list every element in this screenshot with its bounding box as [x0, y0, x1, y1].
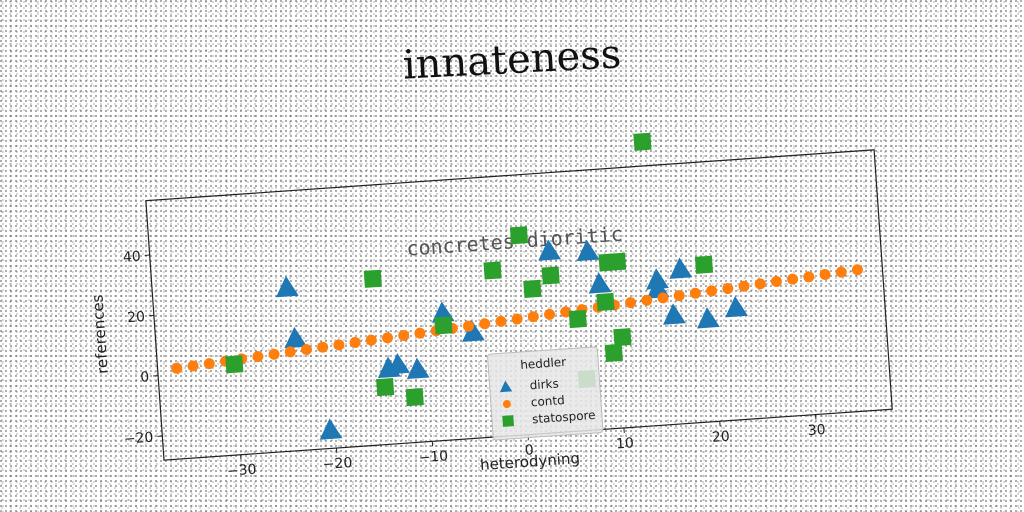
contd-point	[333, 339, 345, 351]
contd-point	[560, 306, 572, 318]
x-tick-label: 10	[616, 435, 635, 452]
statospore-point	[405, 388, 424, 407]
statospore-point	[434, 316, 453, 335]
contd-point	[300, 344, 312, 356]
contd-point	[706, 285, 718, 297]
statospore-point	[523, 279, 542, 298]
y-axis-label: references	[88, 294, 112, 375]
statospore-point	[363, 269, 382, 288]
contd-point	[398, 329, 410, 341]
contd-point	[382, 332, 394, 344]
dirks-point	[663, 303, 686, 325]
x-tick-label: −10	[418, 448, 449, 466]
statospore-point	[604, 343, 623, 362]
statospore-point	[541, 266, 560, 285]
contd-point	[641, 294, 653, 306]
dirks-point	[284, 326, 308, 349]
statospore-point	[694, 255, 714, 274]
statospore-point	[568, 309, 587, 329]
contd-point	[673, 290, 685, 302]
x-tick-label: 30	[807, 422, 826, 439]
statospore-point	[608, 252, 627, 271]
contd-point	[511, 313, 523, 325]
contd-point	[203, 358, 215, 370]
legend-box	[487, 346, 604, 441]
contd-point	[689, 287, 701, 299]
contd-point	[851, 264, 863, 276]
plot-group: concretes dioritic −30 −20 −10 0 10 20 30 −200…	[88, 132, 893, 480]
contd-point	[657, 292, 669, 304]
x-tick-label: 20	[711, 429, 730, 446]
contd-point	[625, 297, 637, 309]
contd-point	[268, 348, 280, 360]
y-tick-label: 40	[122, 249, 141, 266]
contd-point	[835, 266, 847, 278]
statospore-point	[376, 377, 395, 397]
contd-point	[349, 336, 361, 348]
contd-point	[819, 268, 831, 280]
statospore-point	[225, 355, 244, 374]
contd-point	[738, 280, 750, 292]
legend-label-statospore: statospore	[532, 408, 596, 426]
y-tick-label: −20	[123, 430, 154, 448]
statospore-point	[633, 132, 652, 151]
x-tick-label: −30	[226, 462, 257, 480]
dirks-point	[319, 418, 343, 440]
legend-title: heddler	[520, 355, 567, 372]
dirks-point	[576, 239, 600, 262]
contd-point	[722, 283, 734, 295]
contd-point	[284, 346, 296, 358]
y-tick-label: 20	[127, 309, 146, 326]
statospore-point	[509, 226, 529, 245]
contd-point	[495, 315, 507, 327]
contd-point	[770, 276, 782, 288]
legend-marker-contd	[502, 400, 511, 409]
legend-marker-statospore	[502, 415, 515, 427]
dirks-point	[387, 352, 411, 375]
dirks-point	[462, 320, 485, 342]
contd-point	[252, 351, 264, 363]
contd-point	[787, 273, 799, 285]
y-axis-ticks: −20 0 20 40	[122, 249, 163, 448]
dirks-point	[697, 307, 720, 329]
contd-point	[527, 311, 539, 323]
contd-point	[187, 360, 199, 372]
dirks-point	[588, 272, 612, 294]
x-tick-label: −20	[322, 455, 353, 473]
legend-label-contd: contd	[530, 393, 565, 409]
legend-label-dirks: dirks	[529, 376, 559, 392]
contd-point	[317, 341, 329, 353]
contd-point	[544, 308, 556, 320]
x-axis-label: heterodyning	[480, 449, 581, 474]
dirks-point	[406, 357, 430, 380]
dirks-point	[725, 296, 748, 318]
statospore-point	[596, 292, 615, 312]
legend-marker-dirks	[499, 380, 513, 393]
contd-point	[171, 362, 183, 374]
dirks-point	[669, 257, 693, 279]
contd-point	[479, 318, 491, 330]
y-tick-label: 0	[140, 369, 150, 386]
contd-point	[365, 334, 377, 346]
series-dirks	[275, 239, 748, 440]
statospore-point	[483, 261, 502, 280]
dirks-point	[538, 239, 561, 261]
x-tick-label: 0	[524, 442, 534, 459]
contd-point	[803, 271, 815, 283]
contd-point	[463, 320, 475, 332]
series-statospore	[225, 132, 714, 407]
statospore-point	[613, 328, 632, 347]
dirks-point	[275, 275, 299, 298]
contd-point	[414, 327, 426, 339]
contd-point	[754, 278, 766, 290]
chart-marks	[171, 132, 863, 440]
